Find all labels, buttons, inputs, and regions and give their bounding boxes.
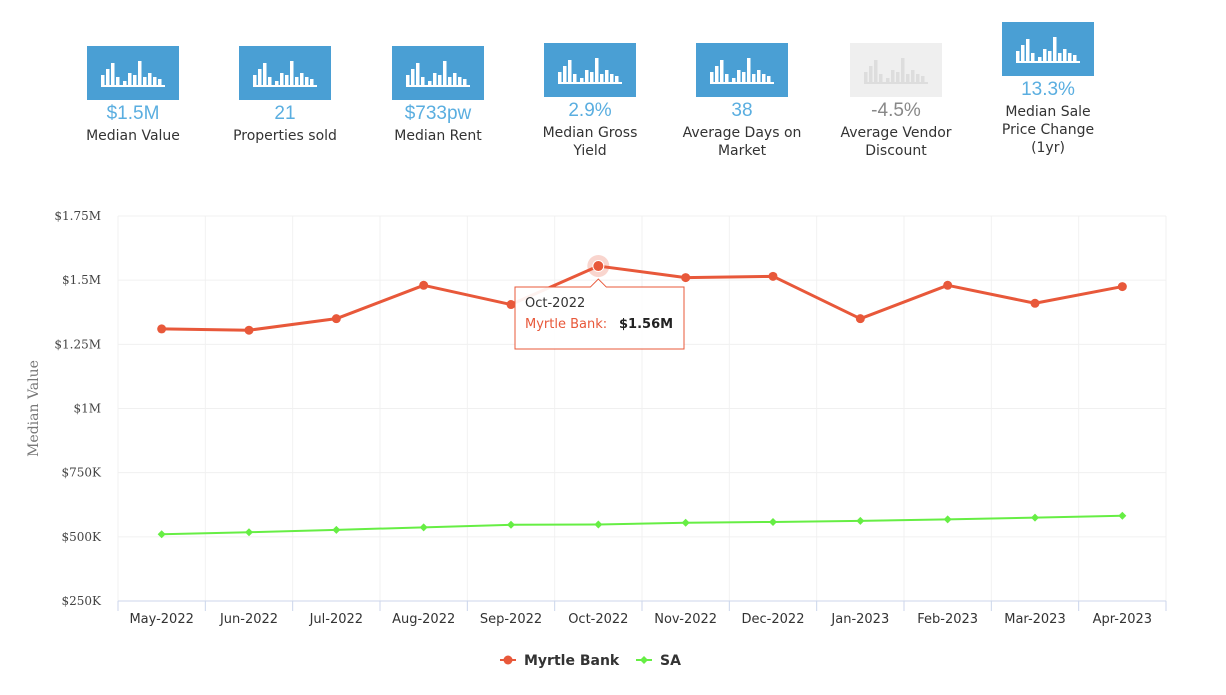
y-tick-label: $1.25M [54, 337, 101, 351]
stat-value: 2.9% [568, 100, 612, 121]
bar-chart-icon [406, 61, 470, 87]
data-point [332, 525, 341, 534]
data-point [419, 280, 429, 290]
data-point [681, 518, 690, 527]
data-point [331, 314, 341, 324]
bar-chart-icon [101, 61, 165, 87]
data-point [943, 280, 953, 290]
legend-marker [640, 656, 648, 664]
legend: Myrtle Bank SA [500, 653, 681, 669]
x-tick-label: Dec-2022 [742, 612, 805, 627]
stat-tile[interactable] [239, 46, 331, 100]
data-point [419, 523, 428, 532]
data-point [856, 516, 865, 525]
y-tick-label: $1M [73, 402, 101, 416]
data-point [1030, 298, 1040, 308]
data-point [943, 515, 952, 524]
bar-chart-icon [558, 58, 622, 84]
x-tick-label: Feb-2023 [917, 612, 978, 627]
data-point [506, 300, 516, 310]
stat-value: $733pw [404, 103, 472, 124]
x-tick-label: Jul-2022 [309, 612, 363, 627]
stat-label: Average Days on Market [682, 125, 802, 159]
x-tick-label: Oct-2022 [568, 612, 628, 627]
legend-label: Myrtle Bank [524, 653, 620, 669]
stat-value: 21 [274, 103, 296, 124]
x-tick-label: Apr-2023 [1093, 612, 1152, 627]
stat-tile[interactable] [850, 43, 942, 97]
bar-chart-icon [253, 61, 317, 87]
data-point [855, 314, 865, 324]
data-point [157, 530, 166, 539]
x-tick-label: Nov-2022 [654, 612, 717, 627]
stat-label: Median Rent [394, 128, 482, 144]
hover-point [592, 260, 605, 273]
x-tick-label: Jun-2022 [219, 612, 278, 627]
x-tick-label: Sep-2022 [480, 612, 542, 627]
tooltip-series-label: Myrtle Bank: [525, 317, 607, 332]
stat-tile[interactable] [87, 46, 179, 100]
median-value-chart: $250K $500K $750K $1M $1.25M $1.5M $1.75M Media… [26, 209, 1167, 669]
series-line-sa [161, 514, 1123, 536]
stat-label: Properties sold [233, 128, 337, 144]
data-point [507, 520, 515, 529]
data-point [768, 271, 778, 281]
stat-card[interactable]: $733pw Median Rent [378, 46, 498, 145]
y-axis-title: Median Value [26, 360, 42, 457]
y-tick-label: $500K [61, 530, 102, 544]
stat-card[interactable]: 2.9% Median Gross Yield [530, 43, 650, 160]
tooltip-date: Oct-2022 [525, 296, 585, 311]
stat-card[interactable]: -4.5% Average Vendor Discount [836, 43, 956, 160]
x-tick-label: Mar-2023 [1004, 612, 1065, 627]
stat-value: 38 [731, 100, 753, 121]
data-point [769, 517, 777, 526]
legend-marker [503, 655, 513, 665]
legend-item[interactable]: SA [636, 653, 681, 669]
stat-label: Average Vendor Discount [840, 125, 952, 159]
x-tick-label: Jan-2023 [830, 612, 889, 627]
stat-label: Median Gross Yield [542, 125, 638, 159]
bar-chart-icon [1016, 37, 1080, 63]
tooltip-value: $1.56M [619, 317, 673, 332]
x-tick-label: Aug-2022 [392, 612, 455, 627]
data-point [244, 325, 254, 335]
data-point [1118, 511, 1127, 520]
stat-card[interactable]: 13.3% Median Sale Price Change (1yr) [988, 22, 1108, 157]
tooltip: Oct-2022 Myrtle Bank: $1.56M [514, 278, 685, 350]
stat-tile[interactable] [544, 43, 636, 97]
data-point [681, 273, 691, 283]
data-point [594, 520, 603, 529]
stat-value: 13.3% [1021, 79, 1075, 100]
legend-label: SA [660, 653, 681, 669]
stat-label: Median Value [86, 128, 180, 144]
series-line-myrtle-bank [161, 264, 1123, 332]
y-tick-label: $1.5M [62, 273, 101, 287]
data-point [245, 528, 253, 537]
tooltip-box [514, 278, 685, 350]
y-tick-label: $1.75M [54, 209, 101, 223]
legend-item[interactable]: Myrtle Bank [500, 653, 620, 669]
stat-label: Median Sale Price Change (1yr) [1001, 104, 1095, 156]
stat-value: $1.5M [106, 103, 160, 124]
data-point [1031, 513, 1039, 522]
stat-tile[interactable] [392, 46, 484, 100]
stat-card[interactable]: 21 Properties sold [225, 46, 345, 145]
stat-tile[interactable] [1002, 22, 1094, 76]
y-tick-label: $750K [61, 466, 102, 480]
data-point [157, 324, 167, 334]
data-point [1117, 282, 1127, 292]
stat-card[interactable]: 38 Average Days on Market [682, 43, 802, 160]
x-tick-label: May-2022 [129, 612, 193, 627]
bar-chart-icon [710, 58, 774, 84]
stat-tile[interactable] [696, 43, 788, 97]
stat-card[interactable]: $1.5M Median Value [73, 46, 193, 145]
bar-chart-icon [864, 58, 928, 84]
stat-value: -4.5% [871, 100, 921, 121]
y-tick-label: $250K [61, 594, 102, 608]
